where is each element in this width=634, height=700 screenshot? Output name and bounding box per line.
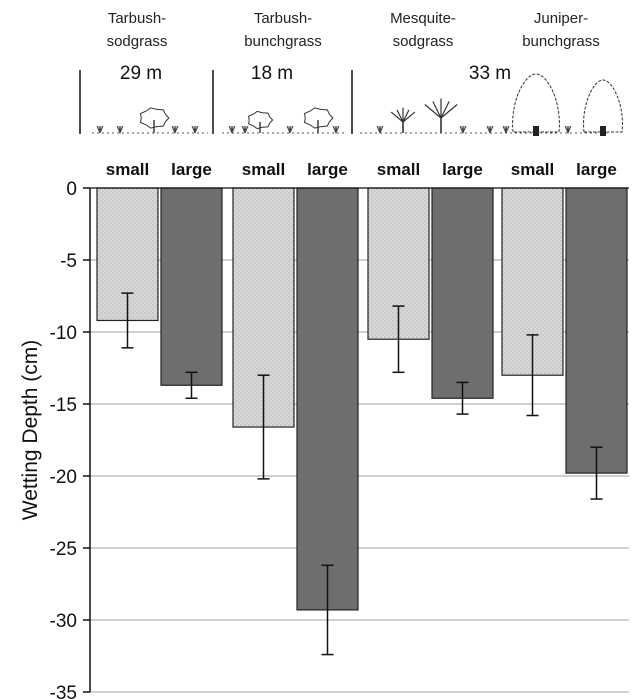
grass-icon — [502, 125, 510, 134]
bar-large-3 — [431, 187, 494, 399]
size-label-large: large — [442, 160, 483, 179]
size-label-large: large — [171, 160, 212, 179]
y-tick-label: -35 — [50, 683, 77, 700]
size-label-large: large — [576, 160, 617, 179]
bar-large-2 — [296, 187, 359, 611]
grass-icon — [171, 125, 179, 134]
site-name: sodgrass — [393, 33, 454, 50]
vegetation-illustrations — [79, 70, 623, 136]
juniper-icon — [512, 73, 560, 136]
grass-icon — [286, 125, 294, 134]
bars — [96, 187, 628, 611]
distance-label: 29 m — [120, 63, 162, 84]
mesquite-icon — [390, 107, 416, 133]
size-label-small: small — [242, 160, 285, 179]
size-label-small: small — [106, 160, 149, 179]
error-bars — [121, 292, 603, 656]
site-name: Tarbush- — [108, 10, 166, 27]
y-axis: 0 -5 -10 -15 -20 -25 -30 -35 — [50, 179, 629, 700]
site-name: Tarbush- — [254, 10, 312, 27]
bar-large-4 — [565, 187, 628, 474]
size-label-small: small — [377, 160, 420, 179]
grass-icon — [241, 125, 249, 134]
juniper-icon — [583, 79, 623, 136]
grass-icon — [228, 125, 236, 134]
site-name: bunchgrass — [522, 33, 600, 50]
grass-icon — [376, 125, 384, 134]
tarbush-shrub-icon — [139, 107, 170, 133]
y-tick-label: 0 — [66, 179, 77, 200]
grass-icon — [96, 125, 104, 134]
grass-icon — [332, 125, 340, 134]
grass-icon — [459, 125, 467, 134]
y-tick-label: -25 — [50, 539, 77, 560]
grass-icon — [191, 125, 199, 134]
grass-icon — [564, 125, 572, 134]
tarbush-shrub-icon — [248, 110, 274, 133]
site-name: sodgrass — [107, 33, 168, 50]
tarbush-shrub-icon — [303, 107, 334, 133]
y-tick-label: -30 — [50, 611, 77, 632]
y-tick-label: -15 — [50, 395, 77, 416]
grass-icon — [116, 125, 124, 134]
y-tick-label: -5 — [60, 251, 77, 272]
y-axis-title: Wetting Depth (cm) — [19, 340, 42, 521]
distance-label: 18 m — [251, 63, 293, 84]
size-label-small: small — [511, 160, 554, 179]
mesquite-icon — [424, 98, 458, 133]
distance-label: 33 m — [469, 63, 511, 84]
site-header: small large small large small large small large… — [106, 10, 617, 179]
y-tick-label: -10 — [50, 323, 77, 344]
y-tick-label: -20 — [50, 467, 77, 488]
site-name: Juniper- — [534, 10, 588, 27]
bar-large-1 — [160, 187, 223, 386]
grass-icon — [486, 125, 494, 134]
site-name: bunchgrass — [244, 33, 322, 50]
site-name: Mesquite- — [390, 10, 456, 27]
size-label-large: large — [307, 160, 348, 179]
